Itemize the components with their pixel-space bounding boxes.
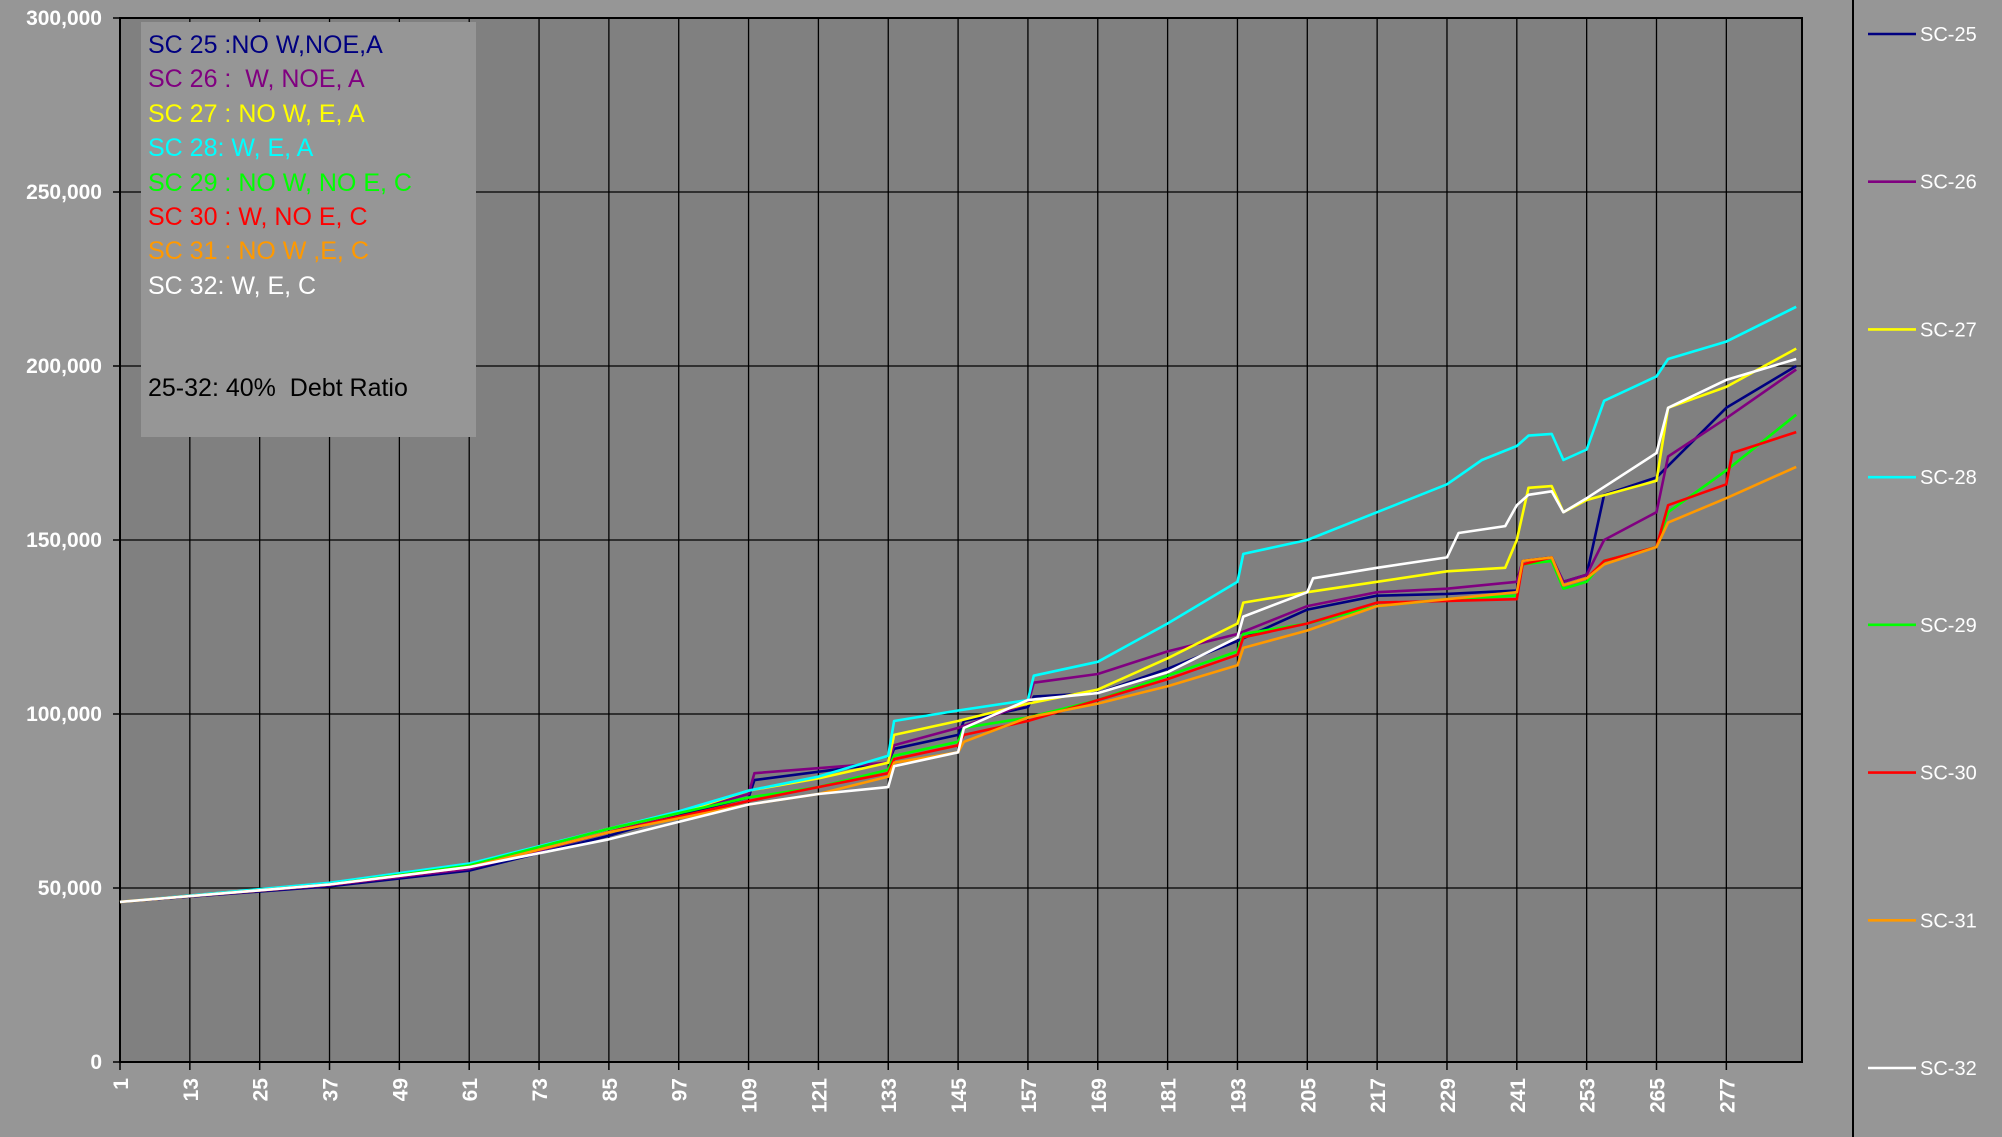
series-line-sc-26	[119, 368, 1797, 904]
scenario-annotation-box: SC 25 :NO W,NOE,A SC 26 : W, NOE, A SC 27 …	[141, 22, 476, 437]
legend-label-sc-25: SC-25	[1920, 24, 1977, 46]
x-tick-label: 121	[808, 1078, 831, 1113]
x-tick-label: 169	[1088, 1078, 1111, 1113]
annotation-line-sc-27: SC 27 : NO W, E, A	[148, 99, 365, 128]
y-tick-label: 200,000	[26, 355, 102, 378]
x-tick-label: 97	[669, 1078, 692, 1101]
y-tick-label: 50,000	[38, 877, 102, 900]
x-tick-label: 229	[1437, 1078, 1460, 1113]
y-tick-label: 300,000	[26, 7, 102, 30]
legend-label-sc-31: SC-31	[1920, 910, 1977, 932]
x-tick-label: 61	[459, 1078, 482, 1102]
debt-ratio-note: 25-32: 40% Debt Ratio	[148, 374, 408, 403]
x-tick-label: 193	[1227, 1078, 1250, 1113]
x-tick-label: 145	[948, 1078, 971, 1113]
x-tick-label: 157	[1018, 1078, 1041, 1113]
legend-label-sc-27: SC-27	[1920, 319, 1977, 341]
legend-label-sc-29: SC-29	[1920, 615, 1977, 637]
x-tick-label: 37	[320, 1078, 343, 1101]
x-tick-label: 73	[529, 1078, 552, 1101]
x-tick-label: 1	[110, 1078, 133, 1090]
x-tick-label: 205	[1297, 1078, 1320, 1113]
x-tick-label: 49	[389, 1078, 412, 1101]
scenario-annotation-lines: SC 25 :NO W,NOE,A SC 26 : W, NOE, A SC 27 …	[148, 28, 476, 303]
y-tick-label: 250,000	[26, 181, 102, 204]
x-tick-label: 133	[878, 1078, 901, 1113]
legend-label-sc-28: SC-28	[1920, 467, 1977, 489]
legend-label-sc-30: SC-30	[1920, 763, 1977, 785]
x-tick-label: 241	[1507, 1078, 1530, 1113]
legend: SC-25 SC-26 SC-27 SC-28 SC-29 SC-30 SC-31 SC-32	[1868, 24, 1977, 1080]
y-tick-label: 150,000	[26, 529, 102, 552]
x-tick-label: 277	[1716, 1078, 1739, 1113]
legend-label-sc-32: SC-32	[1920, 1058, 1977, 1080]
annotation-line-sc-29: SC 29 : NO W, NO E, C	[148, 168, 412, 197]
y-tick-label: 100,000	[26, 703, 102, 726]
series-line-sc-30	[119, 430, 1797, 904]
annotation-line-sc-31: SC 31 : NO W ,E, C	[148, 237, 369, 266]
annotation-line-sc-30: SC 30 : W, NO E, C	[148, 203, 368, 232]
x-tick-label: 25	[250, 1078, 273, 1102]
x-tick-label: 85	[599, 1078, 622, 1102]
legend-label-sc-26: SC-26	[1920, 172, 1977, 194]
annotation-line-sc-26: SC 26 : W, NOE, A	[148, 65, 365, 94]
axes: 0 50,000 100,000 150,000 200,000 250,000 300,0…	[26, 7, 1739, 1113]
x-tick-label: 181	[1158, 1078, 1181, 1113]
series-lines	[119, 305, 1798, 904]
x-tick-label: 265	[1646, 1078, 1669, 1113]
x-tick-label: 109	[739, 1078, 762, 1113]
annotation-line-sc-25: SC 25 :NO W,NOE,A	[148, 31, 383, 59]
y-tick-label: 0	[90, 1051, 102, 1074]
x-tick-label: 217	[1367, 1078, 1390, 1113]
annotation-line-sc-28: SC 28: W, E, A	[148, 134, 314, 163]
annotation-line-sc-32: SC 32: W, E, C	[148, 271, 317, 300]
series-line-sc-32	[119, 357, 1797, 904]
x-tick-label: 13	[180, 1078, 203, 1101]
x-tick-label: 253	[1577, 1078, 1600, 1113]
series-line-sc-28	[119, 305, 1797, 904]
annotation-gap	[148, 303, 476, 371]
